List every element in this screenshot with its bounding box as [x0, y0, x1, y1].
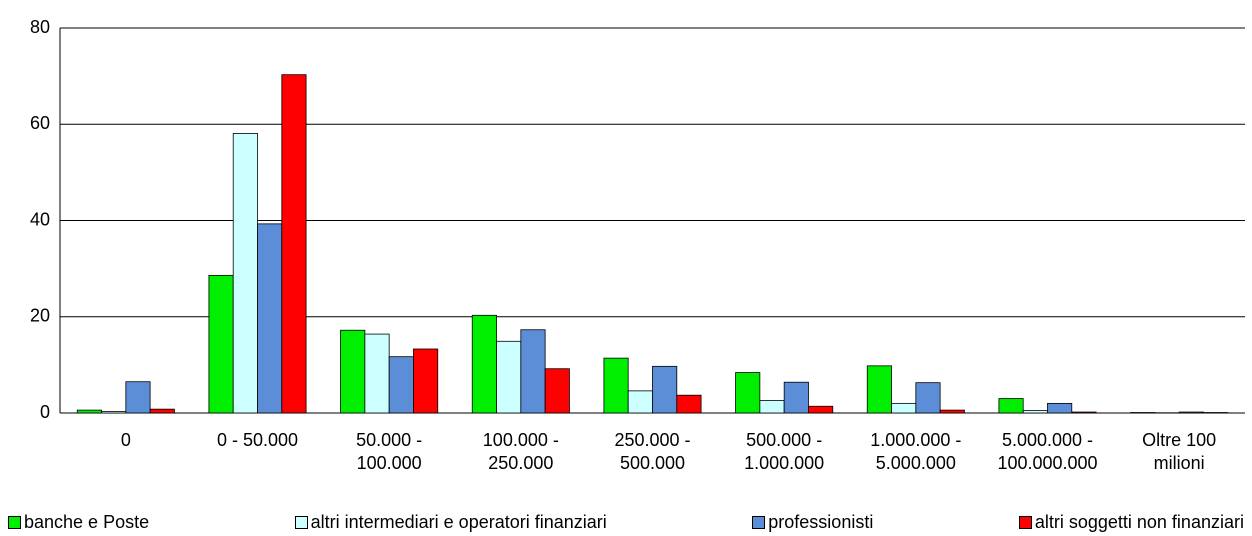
bar: [76, 409, 102, 414]
legend-label: professionisti: [768, 511, 874, 532]
bar: [652, 365, 678, 414]
x-tick-label: 100.000 - 250.000: [482, 430, 559, 473]
x-tick-label: 5.000.000 - 100.000.000: [997, 430, 1098, 473]
bar: [603, 357, 629, 414]
legend-label: altri soggetti non finanziari: [1034, 511, 1244, 532]
bar: [471, 314, 497, 414]
x-tick-label: 1.000.000 - 5.000.000: [870, 430, 962, 473]
bar: [125, 381, 151, 414]
bar: [544, 368, 570, 414]
bar: [783, 381, 809, 414]
legend-label: altri intermediari e operatori finanziar…: [310, 511, 607, 532]
legend-swatch: [752, 515, 766, 529]
bar: [388, 356, 414, 414]
legend: banche e Poste altri intermediari e opera…: [0, 508, 1252, 536]
bar: [759, 400, 785, 414]
x-tick-label: 0 - 50.000: [216, 430, 299, 450]
y-tick-label: 0: [40, 402, 50, 422]
bar: [281, 74, 307, 414]
bar: [413, 348, 439, 414]
bar: [866, 365, 892, 414]
plot: 0 20 40 60 80: [30, 17, 1245, 422]
bar: [364, 333, 390, 414]
legend-item: banche e Poste: [8, 512, 149, 533]
bar: [998, 398, 1024, 414]
x-tick-label: Oltre 100 milioni: [1142, 430, 1217, 473]
bar: [1178, 411, 1204, 414]
bar: [257, 223, 283, 414]
bar: [939, 409, 965, 414]
y-tick-label: 20: [30, 306, 50, 326]
bar: [496, 340, 522, 414]
legend-item: professionisti: [752, 512, 873, 533]
bar: [1022, 410, 1048, 414]
bar: [101, 411, 127, 414]
bar: [149, 408, 175, 414]
x-tick-label: 50.000 - 100.000: [356, 430, 423, 473]
legend-item: altri intermediari e operatori finanziar…: [294, 511, 607, 533]
x-tick-label: 250.000 - 500.000: [614, 430, 691, 473]
legend-swatch: [294, 515, 308, 529]
legend-item: altri soggetti non finanziari: [1018, 511, 1244, 533]
legend-label: banche e Poste: [24, 511, 150, 532]
bar: [232, 132, 258, 414]
legend-swatch: [8, 515, 21, 529]
bar: [915, 382, 941, 414]
x-tick-label: 500.000 - 1.000.000: [744, 430, 825, 473]
x-tick-label: 0: [120, 430, 131, 450]
bar: [735, 372, 761, 414]
bar: [891, 402, 917, 414]
legend-swatch: [1018, 515, 1032, 529]
bar: [208, 274, 234, 414]
bar: [676, 394, 702, 414]
bar: [340, 329, 366, 414]
bar: [1071, 411, 1097, 414]
y-tick-label: 80: [30, 17, 50, 37]
y-tick-label: 40: [30, 209, 50, 229]
bar: [627, 390, 653, 414]
bar: [520, 329, 546, 414]
bar: [808, 405, 834, 414]
y-tick-label: 60: [30, 113, 50, 133]
bar: [1047, 402, 1073, 414]
